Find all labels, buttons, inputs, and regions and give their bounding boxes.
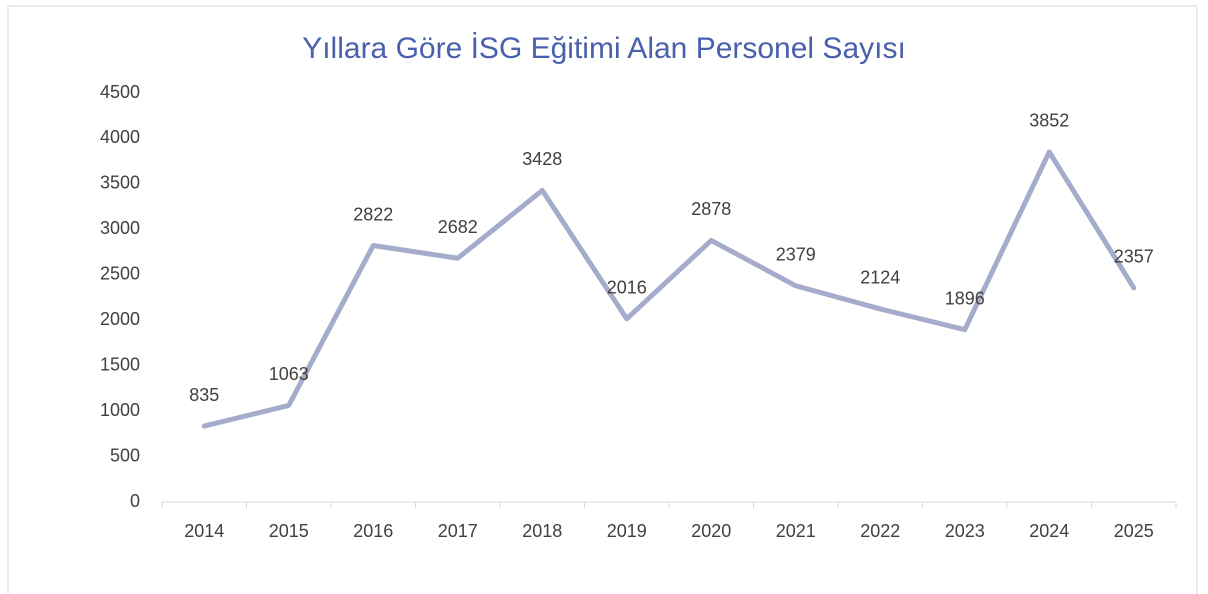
x-tick-label: 2018 (522, 521, 562, 541)
y-tick-label: 4500 (100, 82, 140, 102)
y-tick-label: 500 (110, 445, 140, 465)
x-tick-label: 2017 (438, 521, 478, 541)
x-tick-label: 2016 (353, 521, 393, 541)
x-tick-label: 2014 (184, 521, 224, 541)
y-tick-label: 2000 (100, 309, 140, 329)
chart-title: Yıllara Göre İSG Eğitimi Alan Personel S… (302, 32, 906, 65)
data-label: 1063 (269, 364, 309, 384)
data-label: 2682 (438, 217, 478, 237)
x-tick-label: 2024 (1029, 521, 1069, 541)
x-tick-label: 2020 (691, 521, 731, 541)
y-tick-label: 3000 (100, 218, 140, 238)
x-tick-label: 2023 (945, 521, 985, 541)
data-label: 835 (189, 385, 219, 405)
y-tick-label: 2500 (100, 264, 140, 284)
x-tick-label: 2022 (860, 521, 900, 541)
x-tick-label: 2025 (1114, 521, 1154, 541)
y-tick-label: 4000 (100, 127, 140, 147)
line (201, 149, 1137, 429)
y-tick-label: 1500 (100, 354, 140, 374)
y-tick-label: 1000 (100, 400, 140, 420)
data-label: 2124 (860, 268, 900, 288)
data-label: 1896 (945, 288, 985, 308)
data-label: 2016 (607, 278, 647, 298)
y-tick-label: 3500 (100, 173, 140, 193)
data-label: 2878 (691, 199, 731, 219)
data-label: 3428 (522, 149, 562, 169)
data-label: 2357 (1114, 247, 1154, 267)
x-tick-label: 2021 (776, 521, 816, 541)
data-label: 3852 (1029, 111, 1069, 131)
y-tick-label: 0 (130, 491, 140, 511)
data-label: 2822 (353, 204, 393, 224)
chart-border (7, 5, 1198, 594)
data-label: 2379 (776, 245, 816, 265)
x-tick-label: 2019 (607, 521, 647, 541)
x-tick-label: 2015 (269, 521, 309, 541)
